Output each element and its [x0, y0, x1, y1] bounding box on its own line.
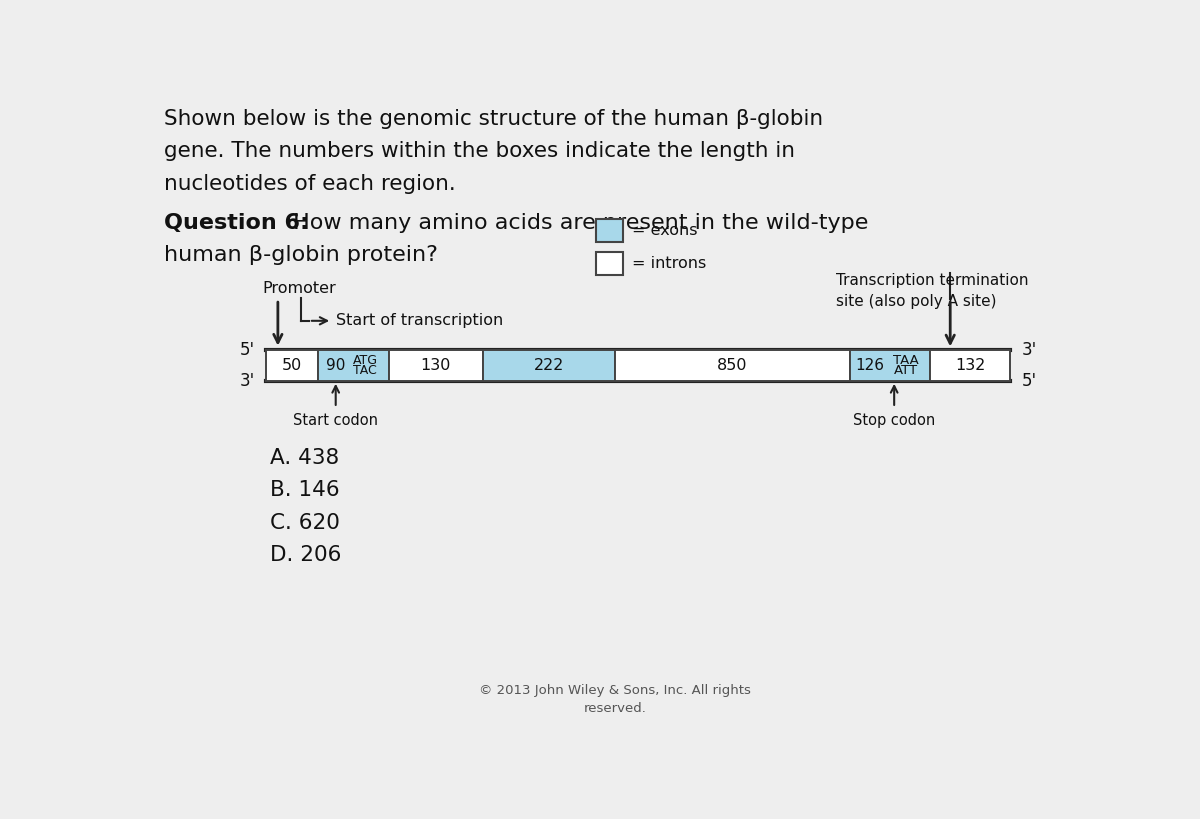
Text: TAA: TAA — [893, 355, 919, 368]
Text: Stop codon: Stop codon — [853, 414, 935, 428]
Text: nucleotides of each region.: nucleotides of each region. — [164, 174, 456, 194]
Bar — [266, 350, 318, 381]
Text: 126: 126 — [856, 358, 884, 373]
Text: ATG: ATG — [353, 355, 378, 368]
Text: How many amino acids are present in the wild-type: How many amino acids are present in the … — [286, 213, 868, 233]
Text: 130: 130 — [420, 358, 451, 373]
Text: human β-globin protein?: human β-globin protein? — [164, 246, 438, 265]
Text: = exons: = exons — [632, 224, 697, 238]
Text: 850: 850 — [718, 358, 748, 373]
Bar — [930, 350, 1010, 381]
Text: Transcription termination
site (also poly A site): Transcription termination site (also pol… — [836, 273, 1028, 309]
Bar — [389, 350, 482, 381]
Text: 90: 90 — [326, 358, 346, 373]
Text: Question 6:: Question 6: — [164, 213, 308, 233]
Text: 5': 5' — [1022, 372, 1037, 390]
Text: 222: 222 — [534, 358, 564, 373]
Text: 3': 3' — [1022, 341, 1037, 359]
Text: Start codon: Start codon — [293, 414, 378, 428]
Bar — [850, 350, 930, 381]
Text: Shown below is the genomic structure of the human β-globin: Shown below is the genomic structure of … — [164, 109, 823, 129]
Text: B. 146: B. 146 — [270, 480, 340, 500]
Text: ATT: ATT — [894, 364, 918, 377]
Text: 3': 3' — [239, 372, 254, 390]
Text: TAC: TAC — [354, 364, 377, 377]
Text: Start of transcription: Start of transcription — [336, 314, 503, 328]
Text: C. 620: C. 620 — [270, 513, 340, 532]
Text: A. 438: A. 438 — [270, 448, 340, 468]
Bar — [318, 350, 389, 381]
Bar — [595, 219, 623, 242]
Text: gene. The numbers within the boxes indicate the length in: gene. The numbers within the boxes indic… — [164, 142, 794, 161]
Text: 5': 5' — [240, 341, 254, 359]
Text: 132: 132 — [955, 358, 985, 373]
Text: Promoter: Promoter — [263, 281, 336, 296]
Bar — [614, 350, 850, 381]
Text: 50: 50 — [282, 358, 302, 373]
Text: © 2013 John Wiley & Sons, Inc. All rights
reserved.: © 2013 John Wiley & Sons, Inc. All right… — [479, 684, 751, 715]
Text: = introns: = introns — [632, 256, 707, 270]
Bar — [595, 251, 623, 274]
Text: D. 206: D. 206 — [270, 545, 342, 565]
Bar — [482, 350, 614, 381]
